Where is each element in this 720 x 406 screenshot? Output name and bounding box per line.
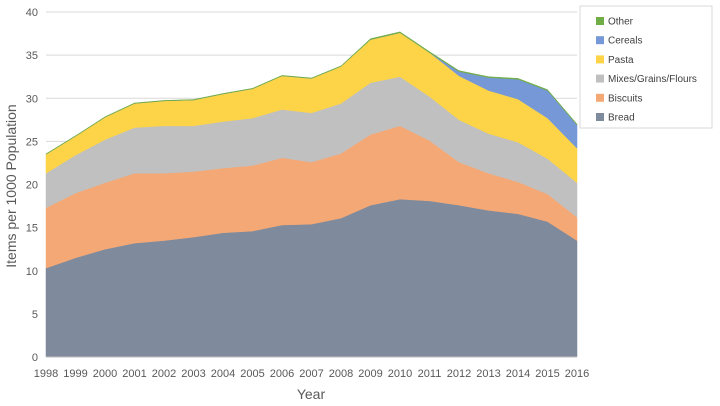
legend-label: Cereals (608, 36, 642, 47)
x-tick-label: 2005 (240, 368, 264, 380)
legend-label: Pasta (608, 55, 634, 66)
legend-swatch (596, 36, 604, 45)
legend-swatch (596, 55, 604, 64)
legend-swatch (596, 74, 604, 83)
x-tick-label: 2003 (181, 368, 205, 380)
plot-areas (45, 31, 578, 358)
x-tick-label: 2004 (211, 368, 235, 380)
x-tick-label: 2016 (565, 368, 589, 380)
area-other (45, 31, 578, 155)
x-axis-title: Year (297, 386, 326, 402)
y-tick-label: 0 (32, 352, 38, 364)
legend-label: Other (608, 17, 634, 28)
legend-label: Biscuits (608, 93, 642, 104)
x-tick-label: 2000 (93, 368, 117, 380)
legend-swatch (596, 93, 604, 102)
x-tick-label: 2014 (506, 368, 530, 380)
x-tick-label: 2007 (299, 368, 323, 380)
x-tick-label: 2013 (476, 368, 500, 380)
y-tick-label: 5 (32, 309, 38, 321)
y-tick-label: 40 (26, 7, 38, 19)
x-tick-label: 2008 (329, 368, 353, 380)
y-axis-title: Items per 1000 Population (3, 104, 19, 267)
legend-swatch (596, 17, 604, 25)
x-tick-label: 2009 (358, 368, 382, 380)
x-tick-label: 1999 (63, 368, 87, 380)
x-tick-label: 2010 (388, 368, 412, 380)
y-tick-label: 15 (26, 223, 38, 235)
axes: 0 5 10 15 20 25 30 35 40 1998 1999 2000 2001 2002 2003… (26, 7, 589, 380)
y-tick-label: 25 (26, 136, 38, 148)
x-tick-label: 1998 (34, 368, 58, 380)
x-tick-label: 2011 (418, 368, 442, 380)
x-tick-label: 2012 (447, 368, 471, 380)
legend: Other Cereals Pasta Mixes/Grains/Flours Bisc… (579, 5, 713, 129)
y-tick-label: 20 (26, 180, 38, 192)
legend-swatch (596, 113, 604, 121)
legend-box (579, 5, 713, 129)
x-tick-label: 2002 (152, 368, 176, 380)
legend-label: Mixes/Grains/Flours (608, 74, 697, 85)
x-tick-label: 2006 (270, 368, 294, 380)
y-tick-label: 35 (26, 50, 38, 62)
y-tick-label: 10 (26, 266, 38, 278)
legend-label: Bread (608, 113, 635, 124)
x-tick-label: 2001 (122, 368, 146, 380)
y-tick-label: 30 (26, 93, 38, 105)
x-tick-label: 2015 (535, 368, 559, 380)
